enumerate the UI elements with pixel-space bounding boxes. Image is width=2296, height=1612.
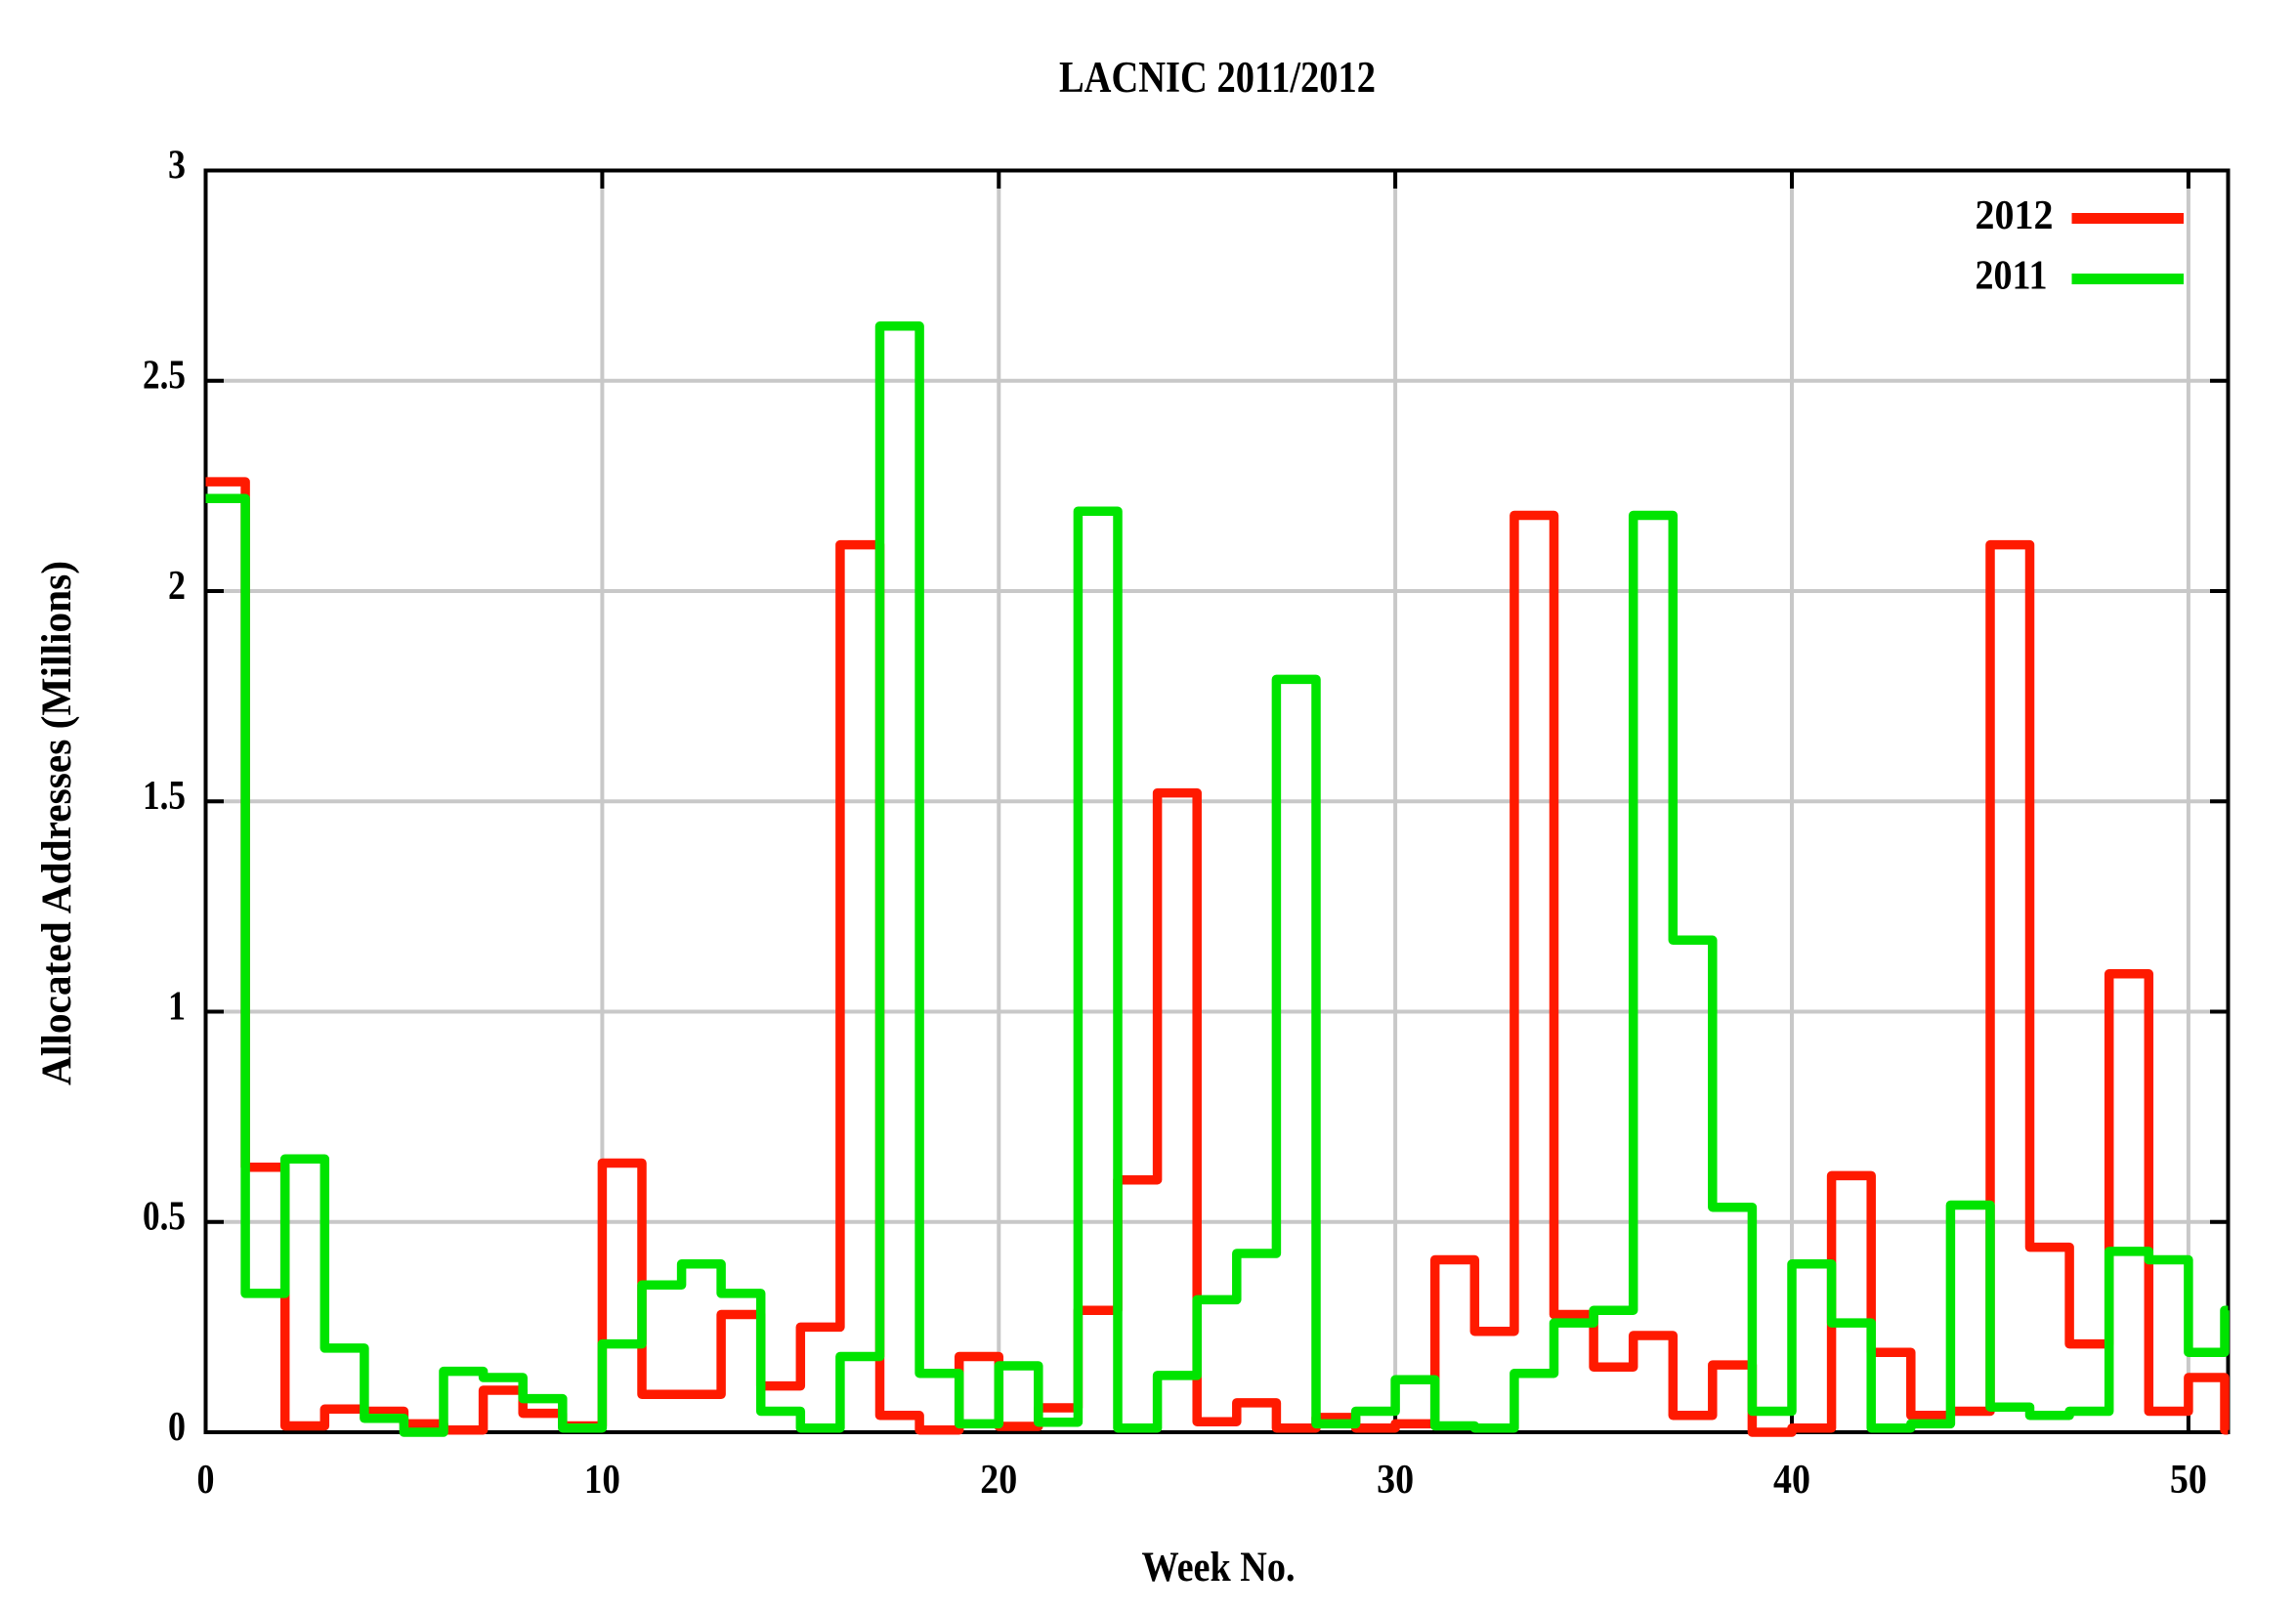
svg-text:1.5: 1.5	[143, 774, 186, 819]
svg-text:3: 3	[168, 143, 186, 188]
svg-text:2011: 2011	[1976, 254, 2048, 299]
svg-text:0: 0	[197, 1458, 215, 1503]
svg-text:50: 50	[2170, 1458, 2207, 1503]
svg-text:2: 2	[168, 564, 186, 609]
svg-text:2012: 2012	[1976, 193, 2054, 238]
svg-text:2.5: 2.5	[143, 354, 186, 399]
svg-text:30: 30	[1377, 1458, 1414, 1503]
svg-text:10: 10	[584, 1458, 620, 1503]
svg-text:0: 0	[168, 1405, 186, 1450]
svg-text:1: 1	[168, 984, 186, 1029]
svg-text:40: 40	[1773, 1458, 1810, 1503]
svg-text:20: 20	[980, 1458, 1017, 1503]
svg-text:LACNIC 2011/2012: LACNIC 2011/2012	[1059, 53, 1376, 102]
svg-text:Week No.: Week No.	[1142, 1545, 1296, 1591]
svg-text:Allocated Addresses (Millions): Allocated Addresses (Millions)	[34, 561, 80, 1085]
svg-text:0.5: 0.5	[143, 1195, 186, 1240]
